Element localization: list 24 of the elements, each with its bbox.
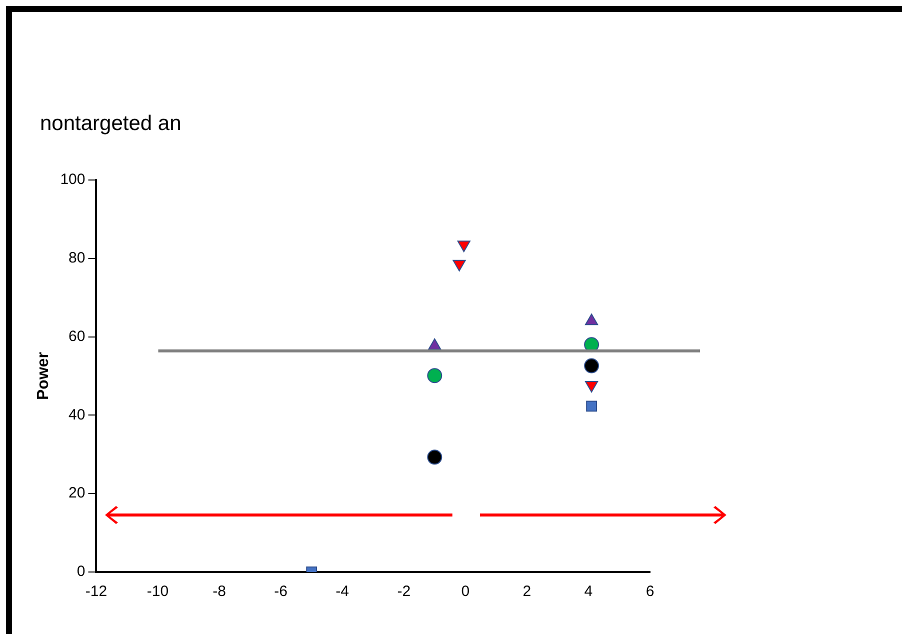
x-tick-label: 0 — [461, 583, 470, 600]
text: nontargeted an — [40, 112, 182, 136]
x-tick-label: 6 — [646, 583, 654, 600]
point — [586, 400, 597, 412]
y-tick-label: 80 — [68, 250, 86, 267]
x-tick-label: -2 — [397, 583, 411, 600]
x-tick-label: -10 — [146, 583, 169, 600]
x-tick-label: 4 — [584, 583, 593, 600]
x-tick-label: -6 — [274, 583, 288, 600]
y-tick-label: 100 — [60, 171, 86, 188]
point — [427, 450, 442, 465]
x-tick-label: -8 — [212, 583, 226, 600]
y-tick-label: 20 — [68, 484, 86, 502]
x-tick-label: 2 — [522, 583, 532, 600]
point — [427, 368, 442, 384]
x-tick-label: -4 — [336, 583, 350, 600]
point — [457, 240, 470, 252]
point — [584, 358, 600, 374]
y-axis-title: Power — [35, 352, 52, 400]
point — [452, 260, 466, 272]
y-tick-label: 40 — [68, 406, 86, 424]
x-tick-label: -12 — [85, 583, 108, 600]
y-tick-label: 0 — [76, 563, 86, 580]
y-tick-label: 60 — [68, 328, 86, 345]
